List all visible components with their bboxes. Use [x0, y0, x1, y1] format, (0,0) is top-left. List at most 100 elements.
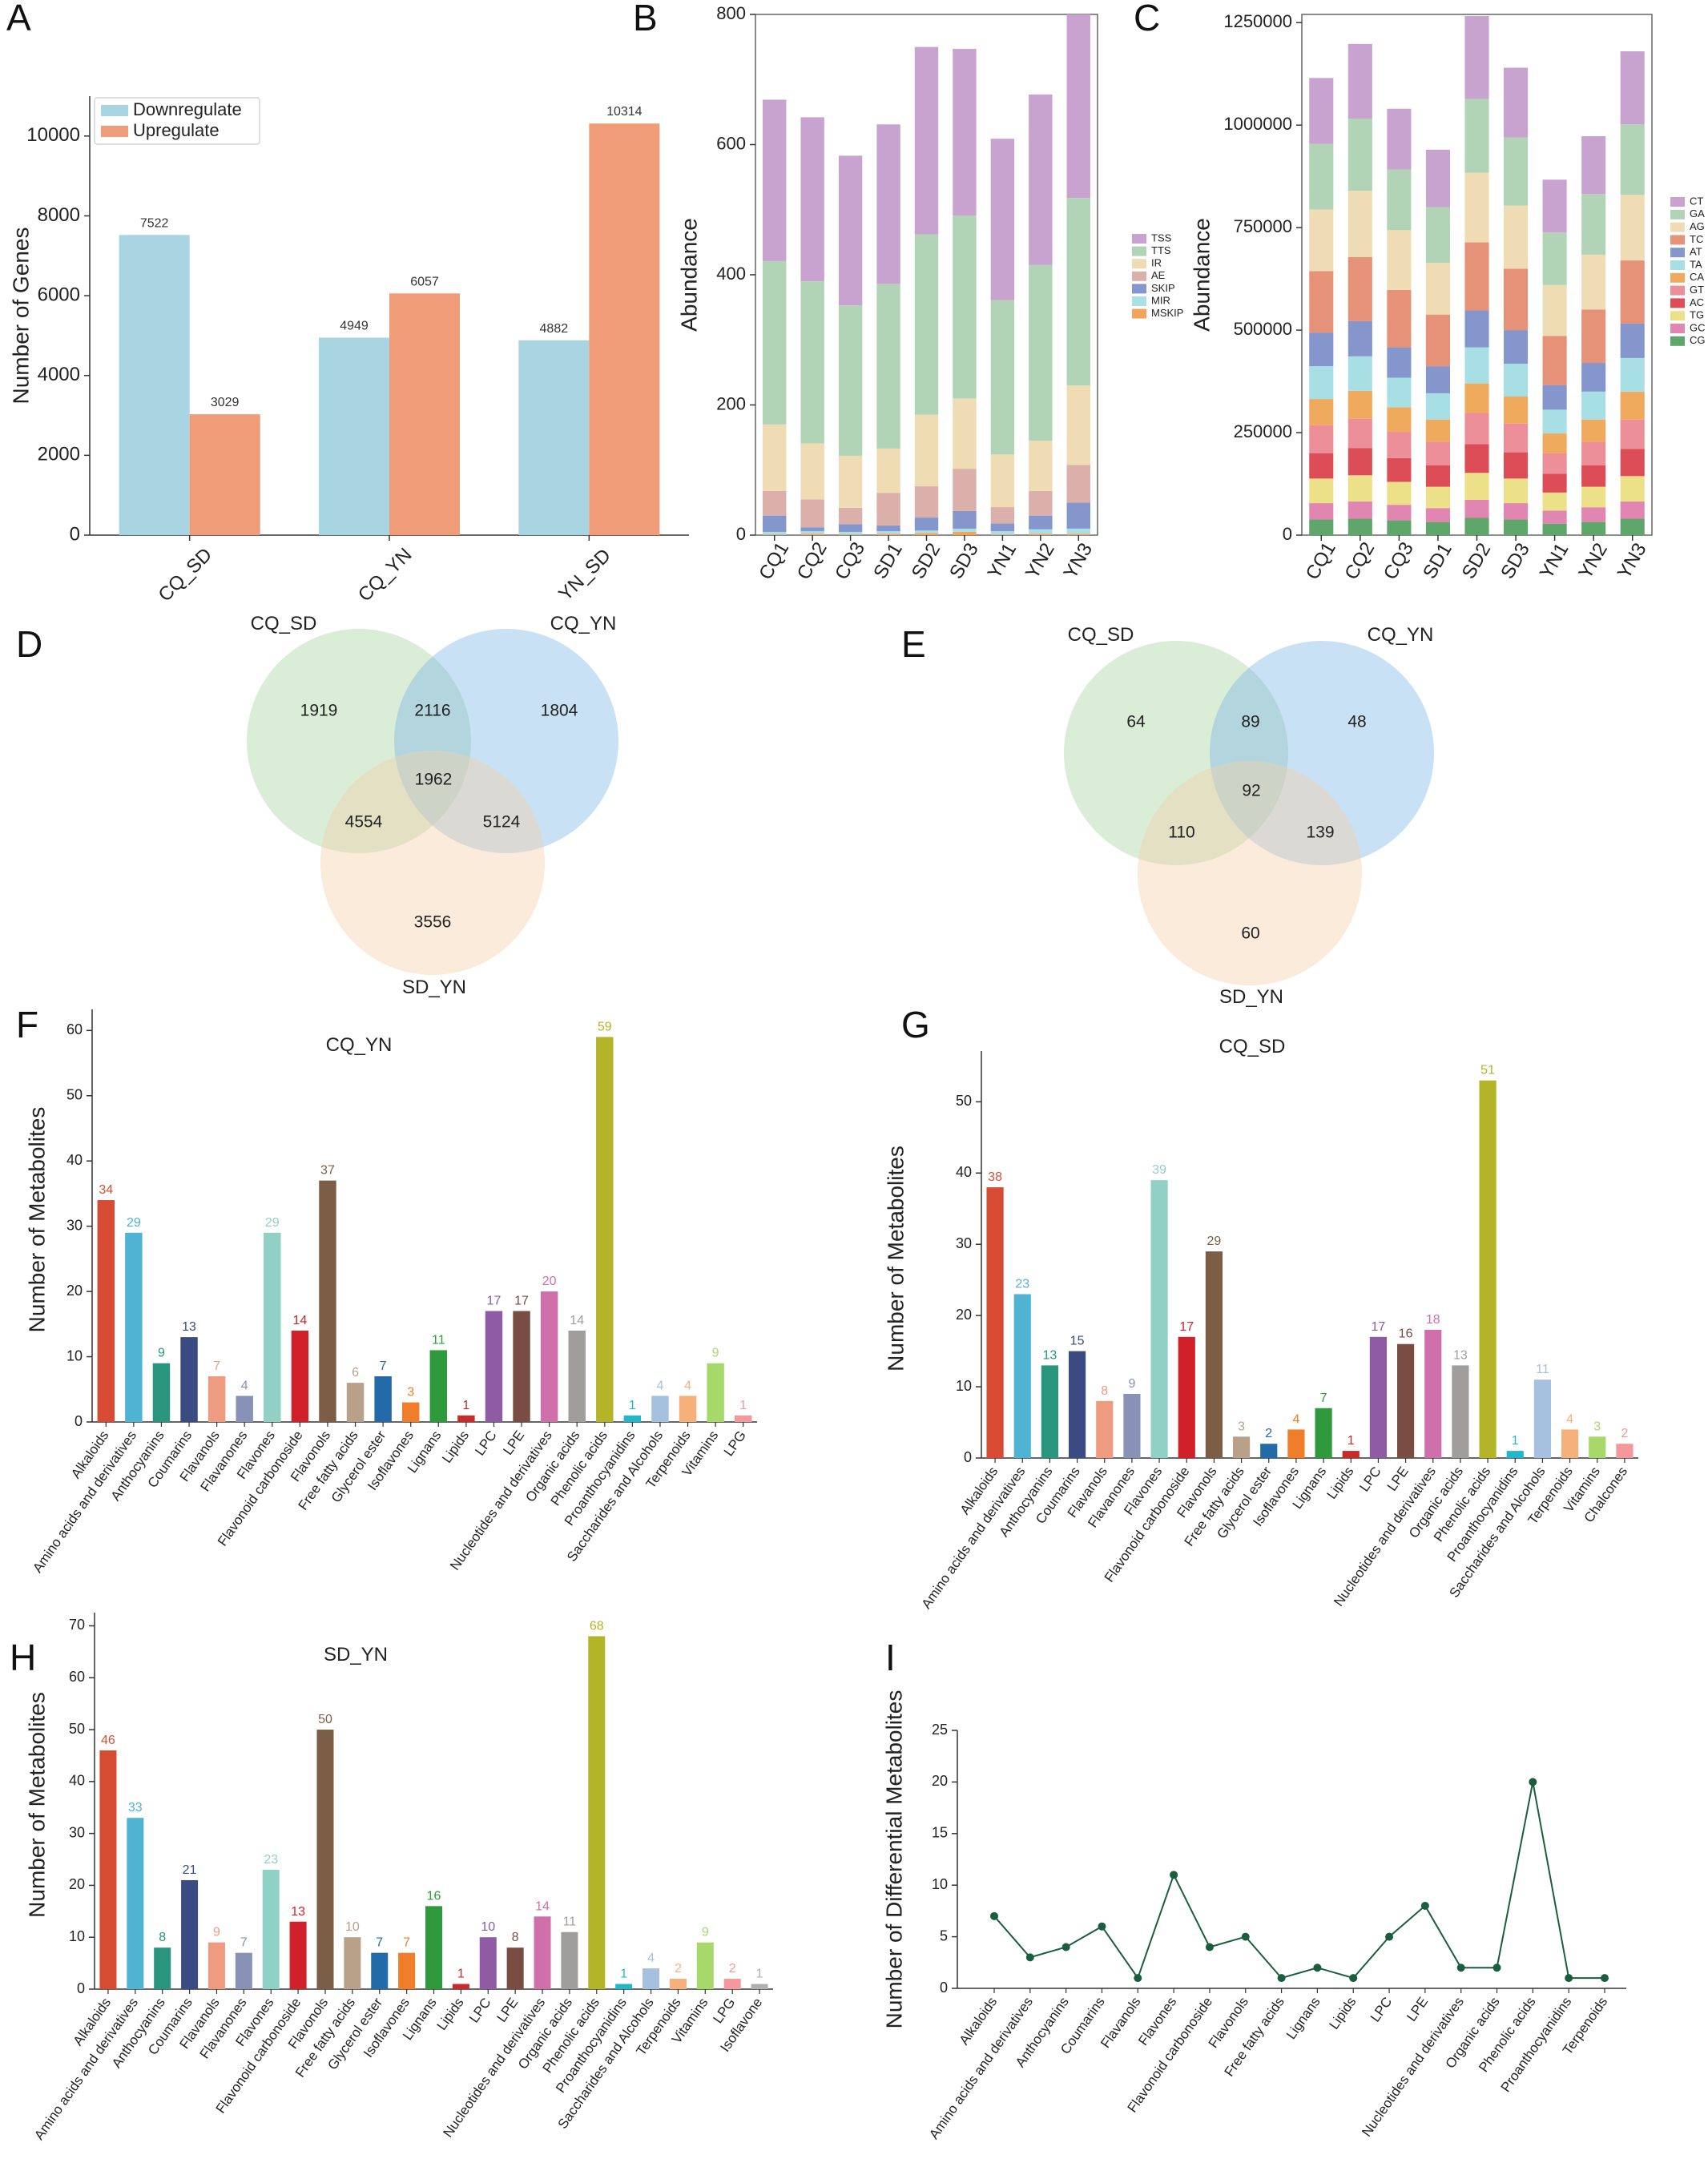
bar: [568, 1330, 586, 1422]
legend-swatch: [1132, 271, 1146, 281]
bar: [643, 1968, 660, 1989]
bar-value-label: 4: [684, 1379, 691, 1392]
stack-segment-ac: [1504, 452, 1529, 479]
legend-label: SKIP: [1151, 282, 1175, 294]
bar: [1123, 1393, 1141, 1458]
stack-segment-cg: [1581, 522, 1606, 535]
stack-segment-tts: [838, 305, 863, 456]
bar-value-label: 15: [1070, 1335, 1085, 1348]
bar-value-label: 9: [158, 1347, 165, 1360]
legend-label: MIR: [1151, 294, 1170, 306]
y-tick-label: 30: [69, 1824, 85, 1840]
y-tick-label: 500000: [1234, 319, 1292, 339]
stack-segment-tg: [1309, 478, 1334, 504]
data-point: [1025, 1953, 1034, 1962]
chart-title: CQ_SD: [1219, 1036, 1286, 1057]
panel-I: 0 5 10 15 20 25 Number of Differential Metabol…: [881, 1690, 1626, 2142]
bar: [986, 1187, 1004, 1458]
bar: [235, 1952, 252, 1989]
stack-segment-ga: [1504, 137, 1529, 206]
stack-segment-ta: [1542, 409, 1567, 434]
stack-segment-tss: [990, 139, 1015, 300]
x-tick-label: LPC: [466, 1995, 494, 2025]
bar: [1260, 1444, 1278, 1458]
panel-label-I: I: [885, 1637, 896, 1678]
bar-value-label: 1: [739, 1399, 747, 1412]
legend-swatch: [1670, 285, 1685, 296]
data-point: [1529, 1778, 1537, 1786]
stack-segment-cg: [1387, 520, 1412, 535]
y-tick-label: 60: [66, 1021, 83, 1037]
y-tick-label: 8000: [38, 204, 80, 226]
stack-segment-tg: [1542, 492, 1567, 511]
bar-value-label: 7: [376, 1936, 383, 1950]
stack-segment-ga: [1542, 232, 1567, 285]
bar-value-label: 10: [345, 1920, 360, 1934]
bar-value-label: 38: [988, 1170, 1002, 1184]
bar-value-label: 4: [647, 1951, 655, 1965]
bar: [291, 1330, 309, 1422]
x-tick-label: CQ_SD: [155, 544, 217, 606]
stack-segment-ga: [1387, 169, 1412, 231]
stack-segment-ca: [1464, 383, 1489, 413]
bar: [485, 1311, 503, 1422]
data-point: [1385, 1932, 1394, 1941]
x-tick-label: SD1: [869, 539, 907, 582]
stack-segment-tts: [953, 215, 977, 399]
x-tick-label: YN2: [1021, 539, 1059, 582]
stack-segment-mir: [914, 530, 939, 534]
legend-swatch: [1670, 248, 1685, 258]
legend-label: GT: [1690, 284, 1704, 296]
venn-set-label: SD_YN: [402, 977, 466, 998]
y-tick-label: 0: [75, 1413, 83, 1429]
stack-segment-ta: [1504, 364, 1529, 397]
venn-circle-cq-yn: [394, 629, 618, 853]
bar-value-label: 14: [535, 1899, 550, 1913]
stack-segment-gt: [1387, 432, 1412, 458]
y-tick-label: 25: [932, 1722, 948, 1738]
stack-segment-mir: [763, 531, 787, 535]
stack-segment-mskip: [914, 533, 939, 535]
stack-segment-ag: [1504, 205, 1529, 269]
stack-segment-at: [1425, 366, 1450, 393]
bar: [534, 1916, 551, 1989]
bar-value-label: 10314: [606, 105, 643, 119]
legend-label: AT: [1690, 246, 1702, 258]
stack-segment-gt: [1504, 423, 1529, 453]
legend-swatch: [1670, 260, 1685, 270]
data-point: [1601, 1974, 1609, 1983]
stack-segment-at: [1464, 310, 1489, 348]
y-tick-label: 800: [716, 3, 746, 23]
stack-segment-ac: [1542, 473, 1567, 493]
bar: [371, 1952, 389, 1989]
data-point: [990, 1911, 998, 1920]
bar-value-label: 4: [241, 1379, 248, 1392]
panel-label-E: E: [901, 623, 926, 665]
y-tick-label: 10: [66, 1347, 83, 1363]
stack-segment-tss: [953, 49, 977, 216]
y-tick-label: 250000: [1234, 421, 1292, 441]
bar-value-label: 20: [542, 1275, 557, 1288]
panel-D: CQ_SD CQ_YN SD_YN 1919 1804 3556 2116 4554 5124 1…: [247, 613, 618, 998]
y-tick-label: 0: [1283, 524, 1292, 544]
x-tick-label: CQ2: [793, 538, 832, 583]
bar-value-label: 13: [1453, 1348, 1468, 1362]
stack-segment-tg: [1347, 475, 1372, 502]
y-axis-label: Number of Metabolites: [24, 1692, 49, 1918]
stack-segment-ag: [1387, 230, 1412, 290]
data-point: [1205, 1943, 1214, 1951]
bar: [207, 1376, 226, 1422]
bar-value-label: 7: [403, 1936, 410, 1950]
bar-value-label: 1: [1347, 1434, 1355, 1448]
legend-swatch: [1670, 272, 1685, 283]
legend-swatch: [101, 105, 128, 116]
venn-region-count: 92: [1242, 782, 1260, 800]
bar: [127, 1818, 144, 1989]
stack-segment-tg: [1504, 478, 1529, 504]
y-tick-label: 15: [932, 1825, 948, 1841]
stack-segment-ac: [1464, 444, 1489, 473]
bar: [751, 1984, 768, 1989]
venn-region-count: 4554: [345, 813, 383, 832]
venn-region-count: 48: [1347, 713, 1366, 731]
y-tick-label: 50: [66, 1086, 83, 1102]
